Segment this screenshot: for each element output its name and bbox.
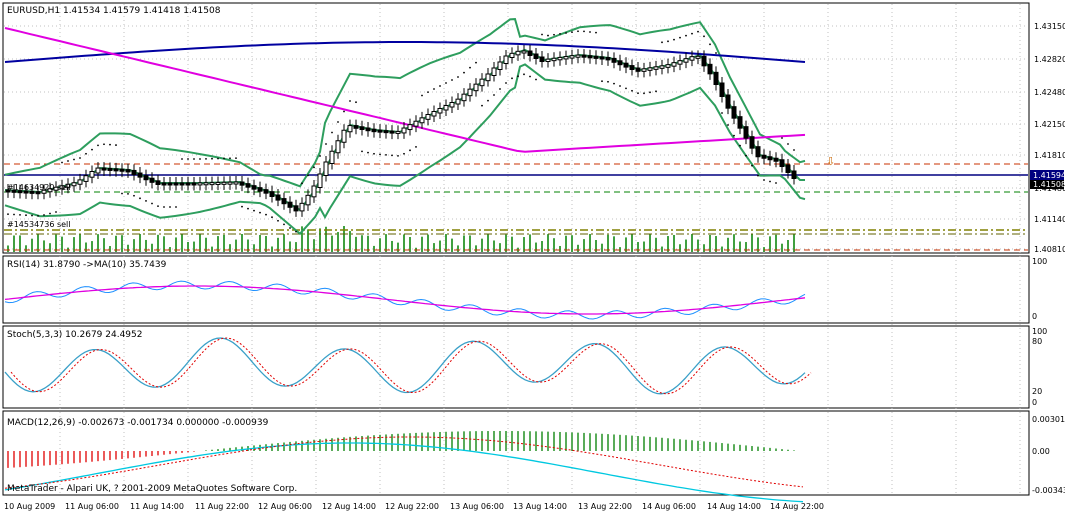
- bid-price-box: [1030, 170, 1064, 180]
- copyright-text: MetaTrader - Alpari UK, ? 2001-2009 Meta…: [7, 484, 297, 494]
- parabolic-sar: [7, 30, 795, 233]
- time-tick: 14 Aug 14:00: [707, 502, 761, 511]
- order-label-2: #14534736 sell: [7, 220, 71, 229]
- bid-price-label: 1.41594: [1033, 171, 1065, 180]
- macd-title: MACD(12,26,9) -0.002673 -0.001734 0.0000…: [7, 418, 269, 428]
- stoch-panel[interactable]: [2, 325, 1030, 409]
- price-axis: 1.43150 1.42820 1.42480 1.42150 1.41810 …: [1034, 22, 1065, 254]
- macd-tick-zero: 0.00: [1032, 447, 1050, 456]
- time-tick: 10 Aug 2009: [4, 502, 55, 511]
- time-tick: 13 Aug 14:00: [513, 502, 567, 511]
- time-tick: 13 Aug 22:00: [578, 502, 632, 511]
- down-arrow-icon: ⇩: [826, 155, 835, 168]
- macd-tick-bottom: -0.00343: [1032, 486, 1065, 495]
- price-tick: 1.42480: [1034, 88, 1065, 97]
- macd-panel[interactable]: [2, 410, 1030, 496]
- stoch-tick-0: 0: [1032, 398, 1037, 407]
- main-price-panel[interactable]: [2, 2, 1030, 254]
- ask-price-box: [1030, 180, 1064, 189]
- price-tick: 1.42820: [1034, 55, 1065, 64]
- rsi-tick-100: 100: [1032, 257, 1047, 266]
- stoch-lines: [4, 337, 812, 395]
- time-tick: 14 Aug 06:00: [642, 502, 696, 511]
- macd-tick-top: 0.00301: [1032, 415, 1065, 424]
- moving-averages: [4, 27, 806, 153]
- price-tick: 1.43150: [1034, 22, 1065, 31]
- time-tick: 12 Aug 22:00: [385, 502, 439, 511]
- main-title: EURUSD,H1 1.41534 1.41579 1.41418 1.4150…: [7, 6, 221, 16]
- price-tick: 1.41810: [1034, 151, 1065, 160]
- order-lines: [4, 163, 1028, 251]
- candlesticks: [5, 45, 797, 217]
- stoch-tick-100: 100: [1032, 327, 1047, 336]
- time-axis: 10 Aug 2009 11 Aug 06:00 11 Aug 14:00 11…: [4, 502, 824, 511]
- order-label-1: #14634920 sell: [7, 183, 71, 192]
- ask-price-label: 1.41508: [1033, 180, 1065, 189]
- price-tick: 1.42150: [1034, 120, 1065, 129]
- time-tick: 13 Aug 06:00: [450, 502, 504, 511]
- time-tick: 14 Aug 22:00: [770, 502, 824, 511]
- stoch-title: Stoch(5,3,3) 10.2679 24.4952: [7, 330, 142, 340]
- price-tick: 1.41140: [1034, 215, 1065, 224]
- time-tick: 11 Aug 14:00: [130, 502, 184, 511]
- rsi-tick-0: 0: [1032, 312, 1037, 321]
- time-tick: 12 Aug 14:00: [322, 502, 376, 511]
- price-tick: 1.40810: [1034, 245, 1065, 254]
- stoch-tick-80: 80: [1032, 337, 1042, 346]
- stoch-tick-20: 20: [1032, 387, 1042, 396]
- macd-lines: [4, 431, 804, 503]
- rsi-title: RSI(14) 31.8790 ->MA(10) 35.7439: [7, 260, 167, 270]
- time-tick: 11 Aug 06:00: [65, 502, 119, 511]
- time-tick: 12 Aug 06:00: [258, 502, 312, 511]
- time-tick: 11 Aug 22:00: [195, 502, 249, 511]
- rsi-lines: [4, 280, 806, 320]
